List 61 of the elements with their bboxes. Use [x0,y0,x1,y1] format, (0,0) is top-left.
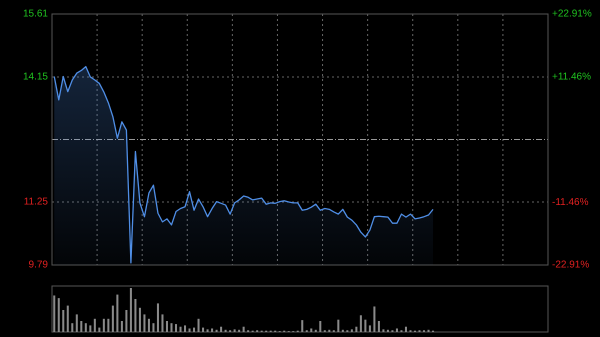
bar [161,314,164,332]
bar [355,326,358,332]
bar [350,329,353,332]
bar [188,328,191,332]
bar [211,328,214,332]
bar [166,321,168,332]
bar [193,328,196,332]
bar [125,310,128,332]
bar [378,321,380,332]
bar [310,328,312,332]
bar [156,303,159,332]
bar [396,328,398,332]
y-tick-label: 11.25 [24,196,48,208]
bar [368,325,371,332]
bar [62,310,64,332]
bar [84,323,87,332]
bar [174,324,178,332]
bar [360,315,362,332]
bar [107,318,110,332]
y2-tick-label: -11.46% [552,196,589,208]
bar [364,320,366,332]
bar [170,323,173,332]
bar [71,323,74,332]
bar [120,321,123,332]
bar [179,326,182,332]
bar [89,325,92,332]
bar [382,329,384,332]
bar [102,318,105,332]
bar [152,323,154,332]
bar [373,306,376,332]
y-tick-label: 15.61 [22,8,48,20]
bar [337,320,340,332]
bar [184,325,186,332]
bar [404,326,407,332]
bar [112,306,114,332]
bar [202,328,204,332]
bar [130,288,132,332]
y-tick-label: 9.79 [28,260,48,271]
y2-tick-label: +22.91% [552,8,592,20]
bar [148,318,150,332]
bar [80,321,82,332]
y2-tick-label: +11.46% [552,71,592,82]
bar [138,308,141,332]
y2-tick-label: -22.91% [552,260,590,271]
bar [143,314,146,332]
bar [66,306,69,332]
bar [58,298,60,332]
bar [301,320,304,332]
bar [220,326,222,332]
bar [116,294,118,332]
bar [242,326,245,332]
bar [53,295,56,332]
bar [198,318,200,332]
y-tick-label: 14.15 [22,72,48,83]
bar [206,329,209,332]
bar [319,321,322,332]
bar [98,328,100,332]
bar [94,318,96,332]
bar [234,329,236,332]
bar [134,299,136,332]
bar [76,314,78,332]
